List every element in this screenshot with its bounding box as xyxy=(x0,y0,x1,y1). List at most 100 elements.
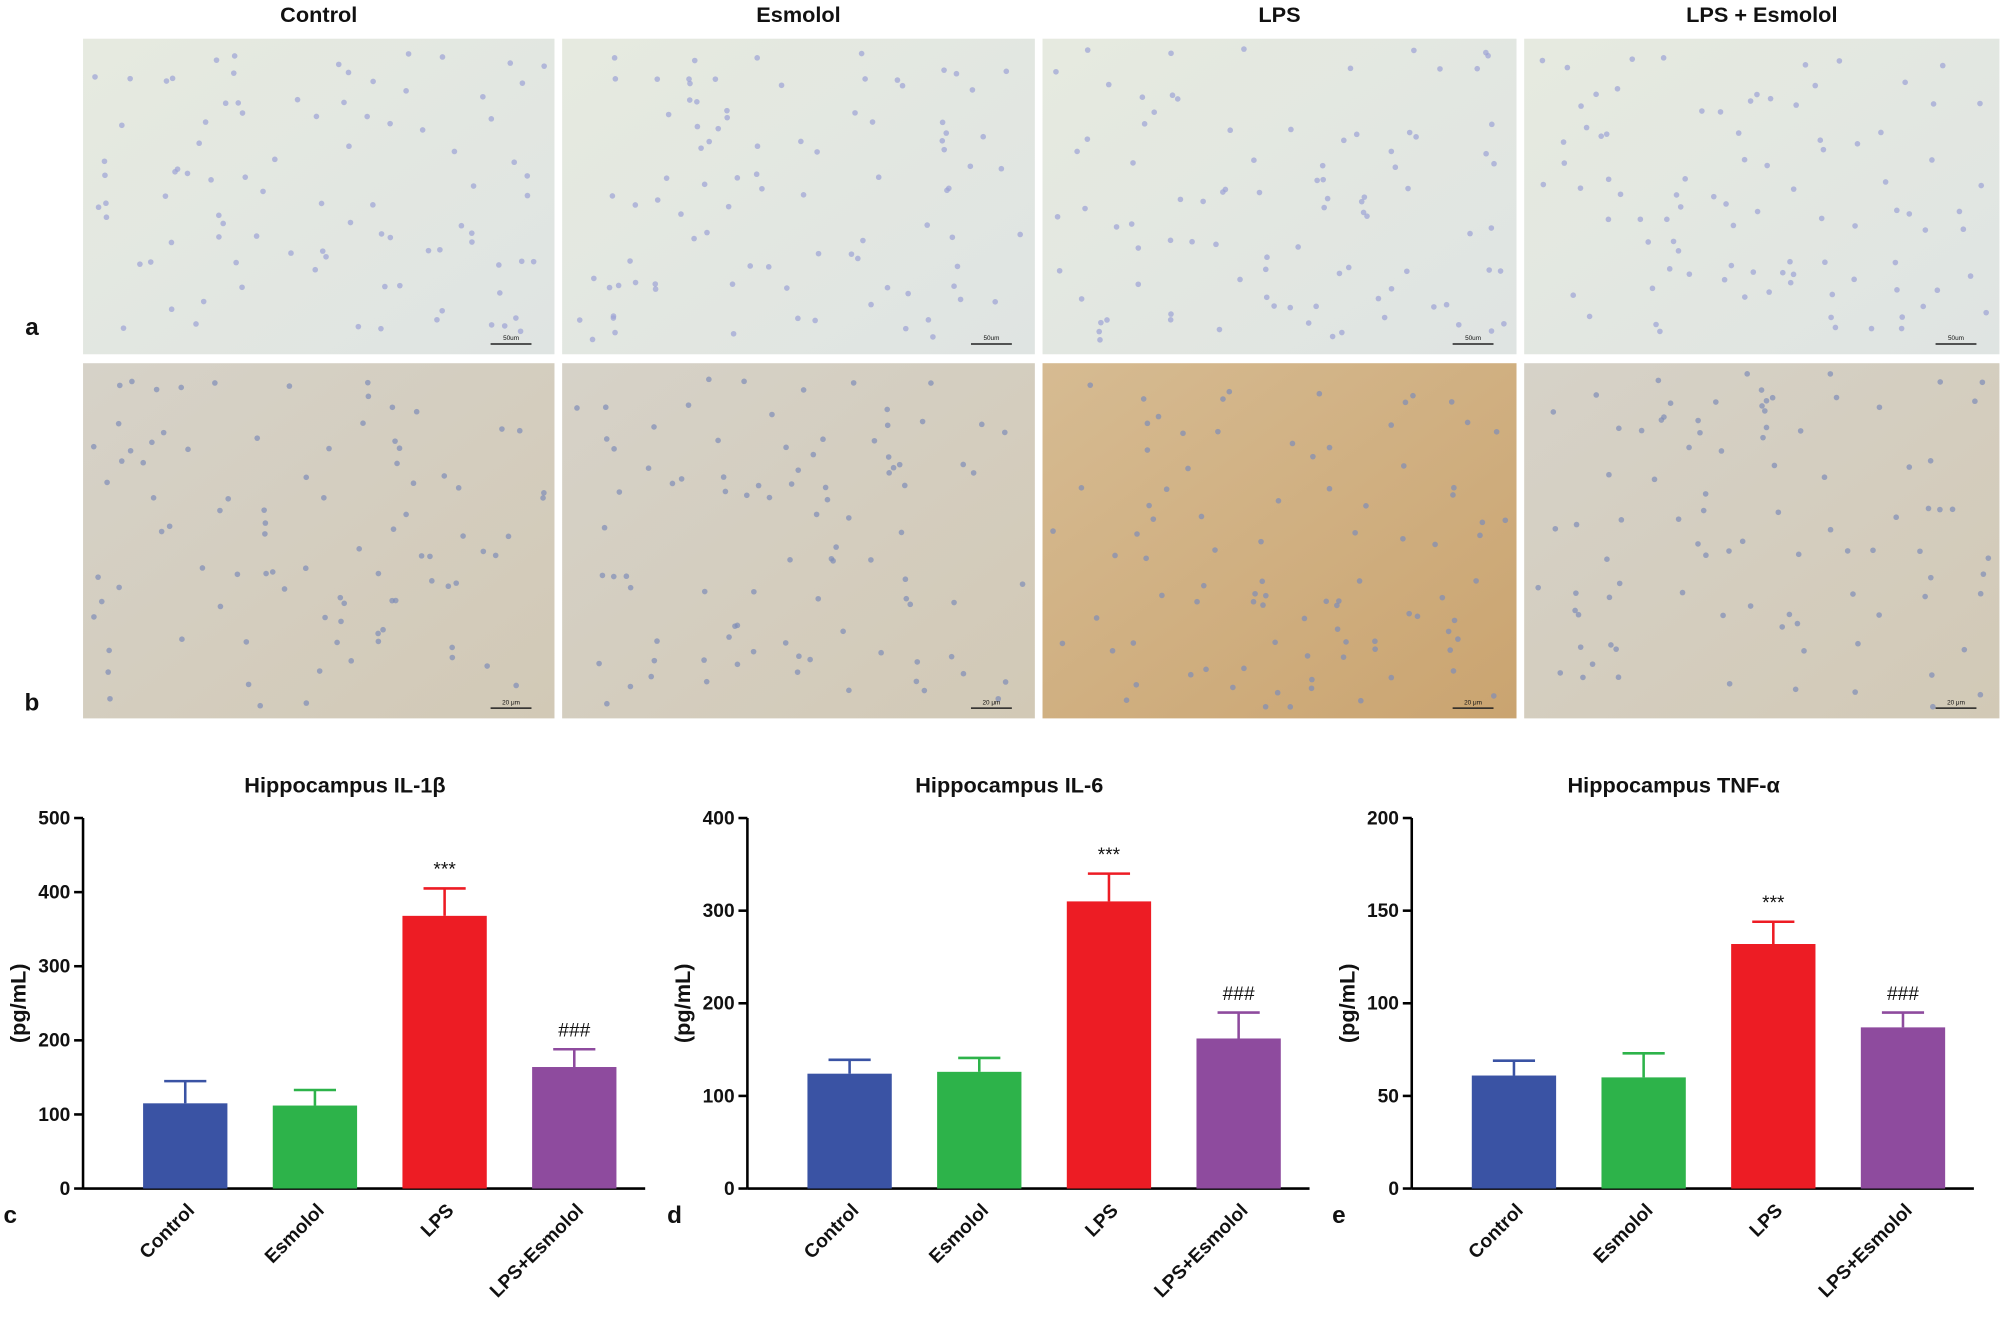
cell xyxy=(1850,591,1856,597)
cell xyxy=(729,281,736,287)
cell xyxy=(862,76,868,82)
scale-bar-label: 20 μm xyxy=(502,699,520,706)
cell xyxy=(208,177,214,183)
cell xyxy=(1477,532,1483,539)
cell xyxy=(868,557,874,563)
cell xyxy=(1363,502,1369,509)
cell xyxy=(951,283,957,290)
cell xyxy=(1713,399,1719,405)
cell xyxy=(1917,548,1923,555)
cell xyxy=(1313,303,1319,310)
cell xyxy=(795,315,801,322)
cell xyxy=(1105,81,1112,88)
micrograph xyxy=(83,363,555,719)
cell xyxy=(1404,268,1410,275)
cell xyxy=(1741,294,1748,300)
y-tick-label: 50 xyxy=(1378,1086,1399,1107)
cell xyxy=(954,263,961,270)
cell xyxy=(375,570,382,577)
column-title: Control xyxy=(280,2,357,27)
cell xyxy=(1308,685,1315,692)
cell xyxy=(413,408,420,415)
cell xyxy=(497,290,503,296)
cell xyxy=(1637,216,1644,223)
cell xyxy=(1259,578,1266,585)
cell xyxy=(616,489,623,495)
cell xyxy=(1358,198,1365,205)
cell xyxy=(726,634,732,640)
cell xyxy=(1200,198,1206,205)
y-axis-label: (pg/mL) xyxy=(670,964,695,1044)
cell xyxy=(610,573,617,580)
cell xyxy=(1309,676,1315,683)
cell xyxy=(978,421,985,428)
scale-bar-label: 20 μm xyxy=(1947,699,1965,706)
cell xyxy=(212,380,218,386)
cell xyxy=(178,384,185,391)
cell xyxy=(1658,417,1665,423)
cell xyxy=(951,599,957,606)
y-tick-label: 300 xyxy=(38,957,70,978)
cell xyxy=(782,640,789,646)
x-tick-label: Control xyxy=(1465,1200,1528,1263)
cell xyxy=(1059,640,1066,647)
cell xyxy=(957,296,964,303)
cell xyxy=(1821,474,1828,481)
cell xyxy=(439,54,446,60)
cell xyxy=(272,156,278,163)
cell xyxy=(230,70,237,76)
cell xyxy=(140,459,147,466)
cell xyxy=(103,200,109,207)
bar xyxy=(807,1073,892,1189)
cell xyxy=(1139,94,1146,101)
cell xyxy=(610,313,617,319)
cell xyxy=(1575,611,1582,618)
cell xyxy=(1960,226,1967,233)
cell xyxy=(541,63,547,69)
cell xyxy=(1155,413,1162,420)
significance-label: ### xyxy=(558,1020,590,1041)
cell xyxy=(960,461,967,468)
cell xyxy=(168,239,175,246)
cell xyxy=(492,552,499,559)
cell xyxy=(163,78,170,84)
cell xyxy=(1410,392,1416,399)
cell xyxy=(1437,66,1443,72)
cell xyxy=(1078,484,1085,491)
cell xyxy=(449,644,455,651)
cell xyxy=(1130,160,1136,166)
cell xyxy=(1135,281,1142,288)
cell xyxy=(687,80,693,87)
cell xyxy=(1473,578,1479,584)
cell xyxy=(1605,216,1612,223)
cell xyxy=(1844,548,1851,554)
cell xyxy=(253,233,260,239)
cell xyxy=(1411,47,1417,54)
cell xyxy=(1096,328,1103,335)
cell xyxy=(95,204,102,211)
cell xyxy=(1326,444,1333,451)
bar xyxy=(1471,1075,1557,1189)
cell xyxy=(720,474,727,480)
cell xyxy=(1320,176,1327,183)
cell xyxy=(348,658,355,664)
cell xyxy=(824,496,831,503)
cell xyxy=(850,380,857,386)
cell xyxy=(902,576,909,583)
cell xyxy=(609,193,616,199)
x-tick-label: Esmolol xyxy=(925,1200,993,1268)
cell xyxy=(1929,157,1935,163)
bar xyxy=(402,915,487,1189)
cell xyxy=(747,263,754,269)
cell xyxy=(387,120,393,127)
cell xyxy=(303,700,310,706)
cell xyxy=(1561,160,1568,166)
y-tick-label: 100 xyxy=(1367,994,1399,1015)
cell xyxy=(992,298,999,305)
cell xyxy=(116,382,123,389)
cell xyxy=(722,488,729,495)
chart-title: Hippocampus IL-1β xyxy=(244,772,445,797)
cell xyxy=(318,200,325,207)
cell xyxy=(1360,209,1367,216)
cell xyxy=(1695,541,1701,547)
